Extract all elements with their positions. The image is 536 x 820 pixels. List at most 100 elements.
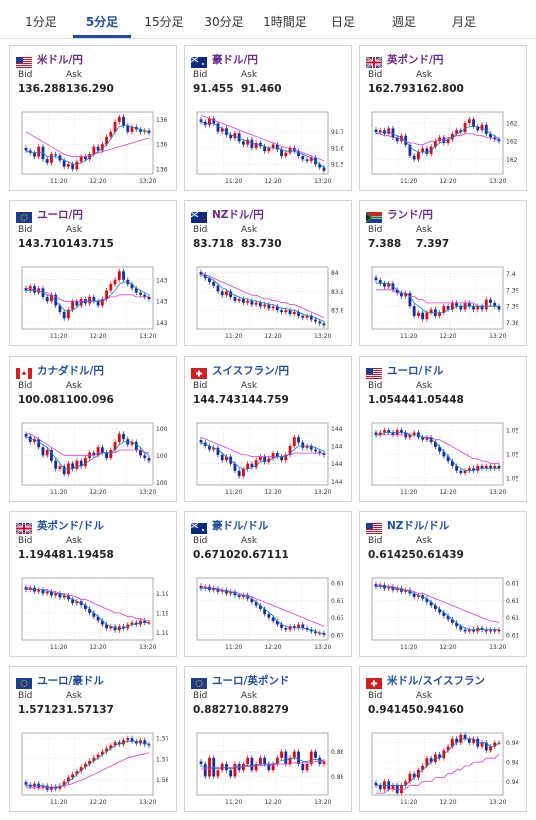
rate-card[interactable]: 米ドル/スイスフランBidAsk0.941450.941600.94150.94… [359, 666, 527, 812]
rate-card[interactable]: 豪ドル/ドルBidAsk0.671020.671110.6740.6730.67… [184, 511, 352, 657]
tab-1min[interactable]: 1分足 [25, 15, 57, 29]
candle-body [237, 298, 241, 301]
tab-1hour[interactable]: 1時間足 [263, 15, 307, 29]
candlestick-chart[interactable]: 0.9415 0.941 0.9405 11:20 12:20 13:20 [368, 729, 518, 807]
candle-body [37, 589, 41, 592]
candle-body [421, 148, 425, 153]
moving-average-short [26, 125, 150, 165]
currency-pair-link[interactable]: 米ドル/スイスフラン [387, 675, 486, 687]
currency-pair-link[interactable]: ユーロ/豪ドル [37, 675, 104, 687]
candle-body [400, 135, 403, 142]
candle-body [79, 299, 83, 306]
bid-label: Bid [193, 381, 208, 391]
currency-pair-link[interactable]: 米ドル/円 [37, 54, 83, 66]
candlestick-chart[interactable]: 1.056 1.055 1.054 11:20 12:20 13:20 [368, 419, 518, 497]
x-tick-label: 12:20 [439, 489, 456, 496]
candlestick-chart[interactable]: 1.196 1.195 1.194 11:20 12:20 13:20 [18, 574, 168, 652]
rate-card[interactable]: スイスフラン/円BidAsk144.743144.759144.9144.814… [184, 356, 352, 502]
candle-body [455, 130, 458, 134]
currency-pair-link[interactable]: 豪ドル/円 [212, 54, 258, 66]
currency-pair-link[interactable]: スイスフラン/円 [212, 365, 290, 377]
candlestick-chart[interactable]: 136.4 136.2 136 11:20 12:20 13:20 [18, 108, 168, 186]
candlestick-chart[interactable]: 0.674 0.673 0.672 0.671 11:20 12:20 13:20 [193, 574, 343, 652]
candlestick-chart[interactable]: 84 83.9 83.8 11:20 12:20 13:20 [193, 263, 343, 341]
candle-body [493, 742, 497, 747]
candle-body [130, 126, 134, 132]
tab-daily[interactable]: 日足 [330, 15, 355, 29]
candle-body [88, 609, 92, 613]
candlestick-chart[interactable]: 91.7 91.6 91.5 11:20 12:20 13:20 [193, 108, 343, 186]
candle-body [254, 602, 258, 606]
candle-body [450, 738, 454, 747]
currency-pair-link[interactable]: NZドル/ドル [387, 520, 450, 532]
moving-average-short [26, 589, 149, 629]
eu-flag [191, 674, 207, 689]
ask-value: 143.715 [66, 238, 114, 250]
candlestick-chart[interactable]: 143.8 143.7 143.6 11:20 12:20 13:20 [18, 263, 168, 341]
candle-body [147, 296, 151, 300]
y-tick-label: 83.8 [331, 308, 343, 315]
y-tick-label: 1.056 [506, 428, 518, 435]
rate-card[interactable]: ユーロ/ドルBidAsk1.054441.054481.0561.0551.05… [359, 356, 527, 502]
candle-body [446, 456, 450, 462]
candle-body [484, 124, 488, 134]
tab-15min[interactable]: 15分足 [144, 15, 184, 29]
candle-body [130, 284, 134, 289]
currency-pair-link[interactable]: ユーロ/ドル [387, 365, 444, 377]
currency-pair-link[interactable]: 豪ドル/ドル [212, 520, 269, 532]
rate-card[interactable]: NZドル/ドルBidAsk0.614250.614390.6170.6160.6… [359, 511, 527, 657]
rate-card[interactable]: 英ポンド/ドルBidAsk1.194481.194581.1961.1951.1… [9, 511, 177, 657]
candlestick-chart[interactable]: 162.9 162.8 162.7 11:20 12:20 13:20 [368, 108, 518, 186]
tab-30min[interactable]: 30分足 [204, 15, 244, 29]
tab-monthly[interactable]: 月足 [451, 15, 476, 29]
candle-body [134, 741, 138, 744]
candle-body [212, 588, 216, 591]
bid-value: 83.718 [193, 238, 234, 250]
ask-label: Ask [66, 691, 83, 701]
candle-body [433, 442, 437, 447]
currency-pair-link[interactable]: ユーロ/円 [37, 209, 83, 221]
x-tick-label: 12:20 [439, 644, 456, 651]
candle-body [378, 785, 382, 790]
rate-card[interactable]: 豪ドル/円 Bid Ask 91.455 91.460 91.7 91.6 91.5 11:20… [184, 45, 352, 191]
currency-pair-link[interactable]: 英ポンド/円 [387, 54, 444, 66]
candle-body [212, 447, 216, 450]
currency-pair-link[interactable]: 英ポンド/ドル [37, 520, 104, 532]
candle-body [288, 147, 292, 153]
currency-pair-link[interactable]: NZドル/円 [212, 209, 264, 221]
candle-body [139, 129, 142, 132]
candle-body [493, 629, 497, 632]
ask-value: 1.05448 [416, 394, 464, 406]
tab-5min[interactable]: 5分足 [73, 0, 131, 38]
moving-average-long [200, 272, 325, 319]
rate-card[interactable]: カナダドル/円BidAsk100.081100.096100.2100.1100… [9, 356, 177, 502]
currency-pair-link[interactable]: ランド/円 [387, 209, 433, 221]
rate-card[interactable]: 英ポンド/円BidAsk162.793162.800162.9162.8162.… [359, 45, 527, 191]
ask-label: Ask [241, 536, 258, 546]
y-tick-label: 144.7 [331, 461, 343, 468]
candlestick-chart[interactable]: 0.8828 0.8826 11:20 12:20 13:20 [193, 729, 343, 807]
candle-body [391, 432, 395, 435]
currency-pair-link[interactable]: カナダドル/円 [37, 365, 104, 377]
rate-card[interactable]: ランド/円 Bid Ask 7.388 7.397 7.4 7.395 7.39 7.385 11… [359, 200, 527, 346]
candle-body [147, 622, 151, 624]
currency-pair-link[interactable]: ユーロ/英ポンド [212, 675, 290, 687]
candle-body [400, 430, 403, 433]
candle-body [92, 612, 96, 617]
candlestick-chart[interactable]: 0.617 0.616 0.615 0.614 11:20 12:20 13:20 [368, 574, 518, 652]
candlestick-chart[interactable]: 1.572 1.57 1.568 11:20 12:20 13:20 [18, 729, 168, 807]
candle-body [467, 738, 471, 743]
candle-body [404, 781, 408, 786]
candle-body [378, 130, 382, 133]
candlestick-chart[interactable]: 100.2 100.1 100 11:20 12:20 13:20 [18, 419, 168, 497]
rate-card[interactable]: NZドル/円 Bid Ask 83.718 83.730 84 83.9 83.8 11:20 1… [184, 200, 352, 346]
candlestick-chart[interactable]: 144.9 144.8 144.7 144.6 11:20 12:20 13:20 [193, 419, 343, 497]
candlestick-chart[interactable]: 7.4 7.395 7.39 7.385 11:20 12:20 13:20 [368, 263, 518, 341]
tab-weekly[interactable]: 週足 [391, 15, 416, 29]
candle-body [425, 437, 429, 440]
bid-value: 1.19448 [18, 549, 66, 561]
